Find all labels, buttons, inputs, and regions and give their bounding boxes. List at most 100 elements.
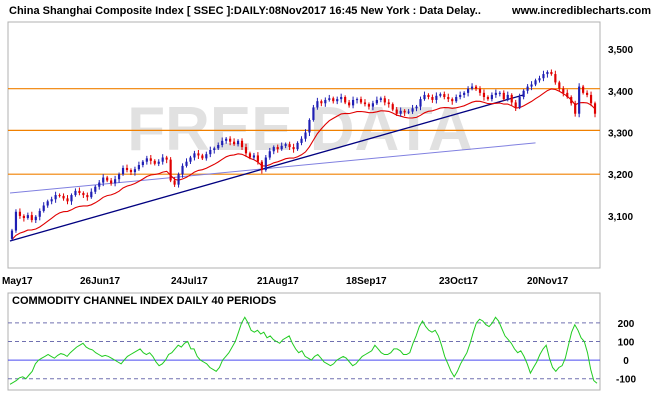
candle — [161, 154, 164, 165]
candle — [110, 177, 113, 186]
candle — [141, 160, 144, 168]
candle-body — [582, 86, 585, 93]
candle — [578, 83, 581, 118]
candle — [439, 92, 442, 98]
candle-body — [106, 177, 109, 181]
candle-body — [201, 155, 204, 159]
candle — [435, 92, 438, 104]
candle-body — [439, 94, 442, 96]
price-tick-label: 3,300 — [608, 128, 633, 139]
candle-body — [340, 97, 343, 100]
candle — [284, 142, 287, 149]
candle-body — [324, 99, 327, 104]
candle — [411, 104, 414, 114]
candle — [129, 168, 133, 176]
candle — [189, 155, 192, 164]
candle — [78, 187, 81, 196]
candle — [308, 118, 311, 137]
candle — [538, 75, 541, 83]
candle — [114, 175, 117, 187]
candle — [447, 93, 450, 103]
candle — [593, 101, 597, 118]
candle-body — [22, 215, 25, 219]
candle — [558, 80, 561, 92]
candle-body — [193, 153, 196, 158]
cci-title: COMMODITY CHANNEL INDEX DAILY 40 PERIODS — [12, 295, 276, 307]
date-tick-label: May17 — [2, 276, 33, 287]
candle — [542, 70, 545, 82]
candle — [82, 191, 85, 198]
chart-title: China Shanghai Composite Index [ SSEC ]:… — [9, 5, 481, 17]
candle — [510, 93, 513, 106]
candle — [574, 100, 577, 117]
candle — [106, 175, 109, 183]
candle-body — [233, 141, 236, 145]
candle — [344, 95, 347, 105]
candle — [467, 86, 470, 97]
cci-tick-label: 200 — [618, 319, 635, 330]
candle — [514, 99, 517, 111]
candle-body — [332, 98, 335, 102]
candle-body — [284, 144, 287, 146]
fast-moving-average — [11, 88, 596, 240]
candle — [348, 99, 351, 108]
candle-body — [26, 215, 29, 219]
site-url[interactable]: www.incrediblecharts.com — [511, 5, 651, 17]
candle — [30, 211, 33, 223]
candle — [244, 143, 248, 157]
candle — [300, 136, 303, 146]
date-tick-label: 20Nov17 — [527, 276, 569, 287]
candle — [431, 94, 434, 103]
candle-body — [451, 99, 454, 102]
candle-body — [256, 155, 259, 162]
candle-body — [542, 74, 545, 79]
candle-body — [252, 155, 256, 158]
candle-body — [276, 147, 279, 150]
candle — [391, 102, 394, 112]
candle — [50, 196, 53, 205]
cci-tick-label: -100 — [616, 375, 636, 386]
candle — [550, 69, 553, 76]
candle — [443, 91, 446, 100]
candle — [570, 95, 573, 106]
candle-body — [502, 92, 505, 100]
candle — [197, 150, 200, 159]
fast-ma-line — [11, 88, 596, 240]
candle-body — [379, 98, 382, 100]
candle — [260, 160, 263, 174]
candle — [66, 195, 69, 205]
cci-grid — [8, 322, 600, 380]
candle-body — [470, 86, 474, 89]
price-tick-label: 3,400 — [608, 87, 633, 98]
candle-body — [161, 157, 164, 162]
candle-body — [578, 86, 581, 114]
candle-body — [229, 138, 232, 142]
candle — [102, 174, 105, 187]
candle — [252, 152, 256, 160]
cci-axis: 200 100 0 -100 — [616, 319, 636, 386]
candle — [38, 208, 41, 221]
candle — [522, 89, 525, 100]
candle — [407, 109, 410, 115]
candle — [98, 180, 101, 190]
candle-body — [149, 158, 152, 161]
candle-body — [260, 161, 263, 171]
candle — [562, 86, 565, 97]
candle — [582, 84, 585, 95]
candle-body — [459, 94, 462, 98]
candle-body — [165, 157, 168, 160]
candle — [415, 104, 418, 112]
candle-body — [30, 215, 33, 221]
candle — [149, 155, 152, 165]
candle-body — [205, 154, 208, 159]
candle — [494, 89, 497, 98]
candle-body — [236, 140, 240, 145]
candle — [423, 91, 426, 101]
candle — [145, 155, 148, 165]
candle-body — [351, 99, 355, 106]
candle — [153, 159, 156, 166]
candle — [193, 150, 196, 161]
candle-body — [447, 97, 450, 100]
price-tick-label: 3,500 — [608, 45, 633, 56]
candle — [459, 91, 462, 100]
